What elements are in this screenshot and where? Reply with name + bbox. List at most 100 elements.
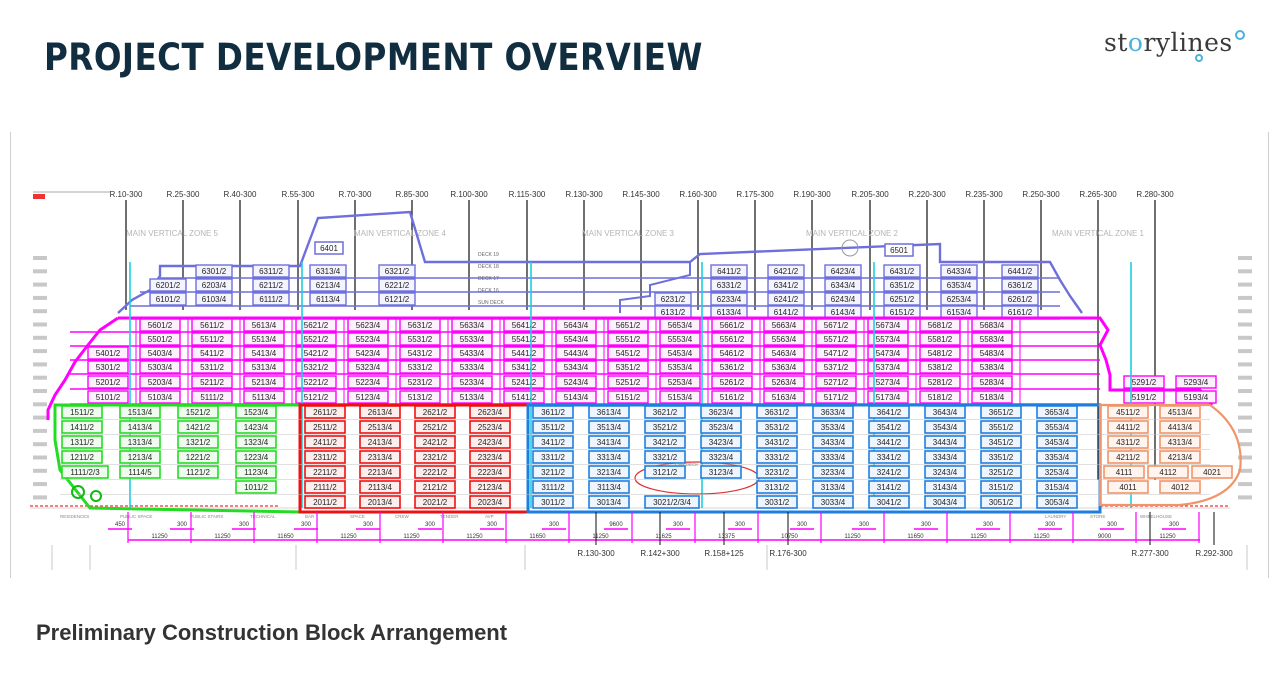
block xyxy=(924,465,966,479)
block xyxy=(815,360,857,374)
block-label: 5471/2 xyxy=(824,349,849,358)
block xyxy=(252,292,290,306)
block-label: 3613/4 xyxy=(597,408,622,417)
block xyxy=(1036,450,1078,464)
block xyxy=(868,465,910,479)
block-label: 3313/4 xyxy=(597,453,622,462)
block-label: 3641/2 xyxy=(877,408,902,417)
block xyxy=(555,346,597,360)
deck-height-marker xyxy=(1238,295,1252,300)
dimension-label: 450 xyxy=(115,522,126,528)
fore-hull-outline xyxy=(1098,403,1242,507)
block-label: 3341/2 xyxy=(877,453,902,462)
block xyxy=(243,360,285,374)
frame-label: R.205-300 xyxy=(851,190,889,199)
block xyxy=(252,278,290,292)
block xyxy=(812,450,854,464)
block xyxy=(940,264,978,278)
block-label: 5223/4 xyxy=(356,378,381,387)
frame-label: R.220-300 xyxy=(908,190,946,199)
block xyxy=(588,420,630,434)
block xyxy=(347,390,389,404)
block xyxy=(555,360,597,374)
block-label: 6421/2 xyxy=(774,267,799,276)
block-label: 5443/4 xyxy=(564,349,589,358)
block-label: 3331/2 xyxy=(765,453,790,462)
block xyxy=(700,435,742,449)
block-label: 1513/4 xyxy=(128,408,153,417)
block-label: 3531/2 xyxy=(765,423,790,432)
block xyxy=(555,375,597,389)
block xyxy=(812,465,854,479)
block-label: 6113/4 xyxy=(316,295,340,304)
block xyxy=(824,278,862,292)
zone-label: MAIN VERTICAL ZONE 1 xyxy=(1052,229,1145,238)
block-label: 5661/2 xyxy=(720,321,745,330)
block-label: 5621/2 xyxy=(304,321,329,330)
deck-height-marker xyxy=(33,482,47,487)
dimension-label: 300 xyxy=(487,522,498,528)
block xyxy=(980,495,1022,509)
dimension-label: 300 xyxy=(549,522,560,528)
block xyxy=(711,346,753,360)
block-label: 3321/2 xyxy=(653,453,678,462)
dimension-label: 9000 xyxy=(1098,534,1112,540)
block-label: 5453/4 xyxy=(668,349,693,358)
block xyxy=(1159,480,1201,494)
block-label: 3423/4 xyxy=(709,438,734,447)
block-label: 4213/4 xyxy=(1168,453,1193,462)
block xyxy=(1107,480,1149,494)
block xyxy=(1036,405,1078,419)
block xyxy=(399,390,441,404)
block xyxy=(295,318,337,332)
block xyxy=(588,435,630,449)
dimension-label: 11250 xyxy=(151,534,168,540)
zone-label: MAIN VERTICAL ZONE 4 xyxy=(354,229,447,238)
block-label: 6151/2 xyxy=(890,308,915,317)
block xyxy=(414,495,456,509)
block-label: 5433/4 xyxy=(460,349,485,358)
block xyxy=(867,360,909,374)
diagram-frame-left xyxy=(10,132,11,578)
funnel-icon xyxy=(841,239,859,257)
frame-label: R.70-300 xyxy=(339,190,372,199)
block xyxy=(414,405,456,419)
block-label: 3533/4 xyxy=(821,423,846,432)
block xyxy=(177,420,219,434)
block xyxy=(503,318,545,332)
block xyxy=(659,375,701,389)
block-label: 6501 xyxy=(890,246,908,255)
block-label: 5183/4 xyxy=(980,393,1005,402)
block xyxy=(659,390,701,404)
block-label: 1323/4 xyxy=(244,438,269,447)
block-label: 3443/4 xyxy=(933,438,958,447)
block-label: 5103/4 xyxy=(148,393,173,402)
deck-label: DECK 18 xyxy=(478,264,499,270)
block xyxy=(252,264,290,278)
block-label: 1511/2 xyxy=(70,408,94,417)
block xyxy=(711,390,753,404)
block xyxy=(644,435,686,449)
block-label: 2523/4 xyxy=(478,423,503,432)
block-label: 2113/4 xyxy=(368,483,392,492)
block xyxy=(711,318,753,332)
block-label: 1114/5 xyxy=(128,468,152,477)
block xyxy=(756,435,798,449)
deck-height-marker xyxy=(33,322,47,327)
block-label: 2021/2 xyxy=(423,498,448,507)
frame-label: R.176-300 xyxy=(769,549,807,558)
block xyxy=(177,435,219,449)
block xyxy=(1123,375,1165,389)
frame-label: R.280-300 xyxy=(1136,190,1174,199)
block-label: 1213/4 xyxy=(128,453,153,462)
block xyxy=(700,405,742,419)
block xyxy=(149,278,187,292)
block xyxy=(1107,435,1149,449)
block-label: 6431/2 xyxy=(890,267,915,276)
block-label: 5313/4 xyxy=(252,363,277,372)
block-label: 5673/4 xyxy=(876,321,901,330)
block-label: 5543/4 xyxy=(564,335,589,344)
block-label: 3541/2 xyxy=(877,423,902,432)
block-label: 5311/2 xyxy=(200,363,224,372)
room-label: LAUNDRY xyxy=(1045,514,1066,519)
